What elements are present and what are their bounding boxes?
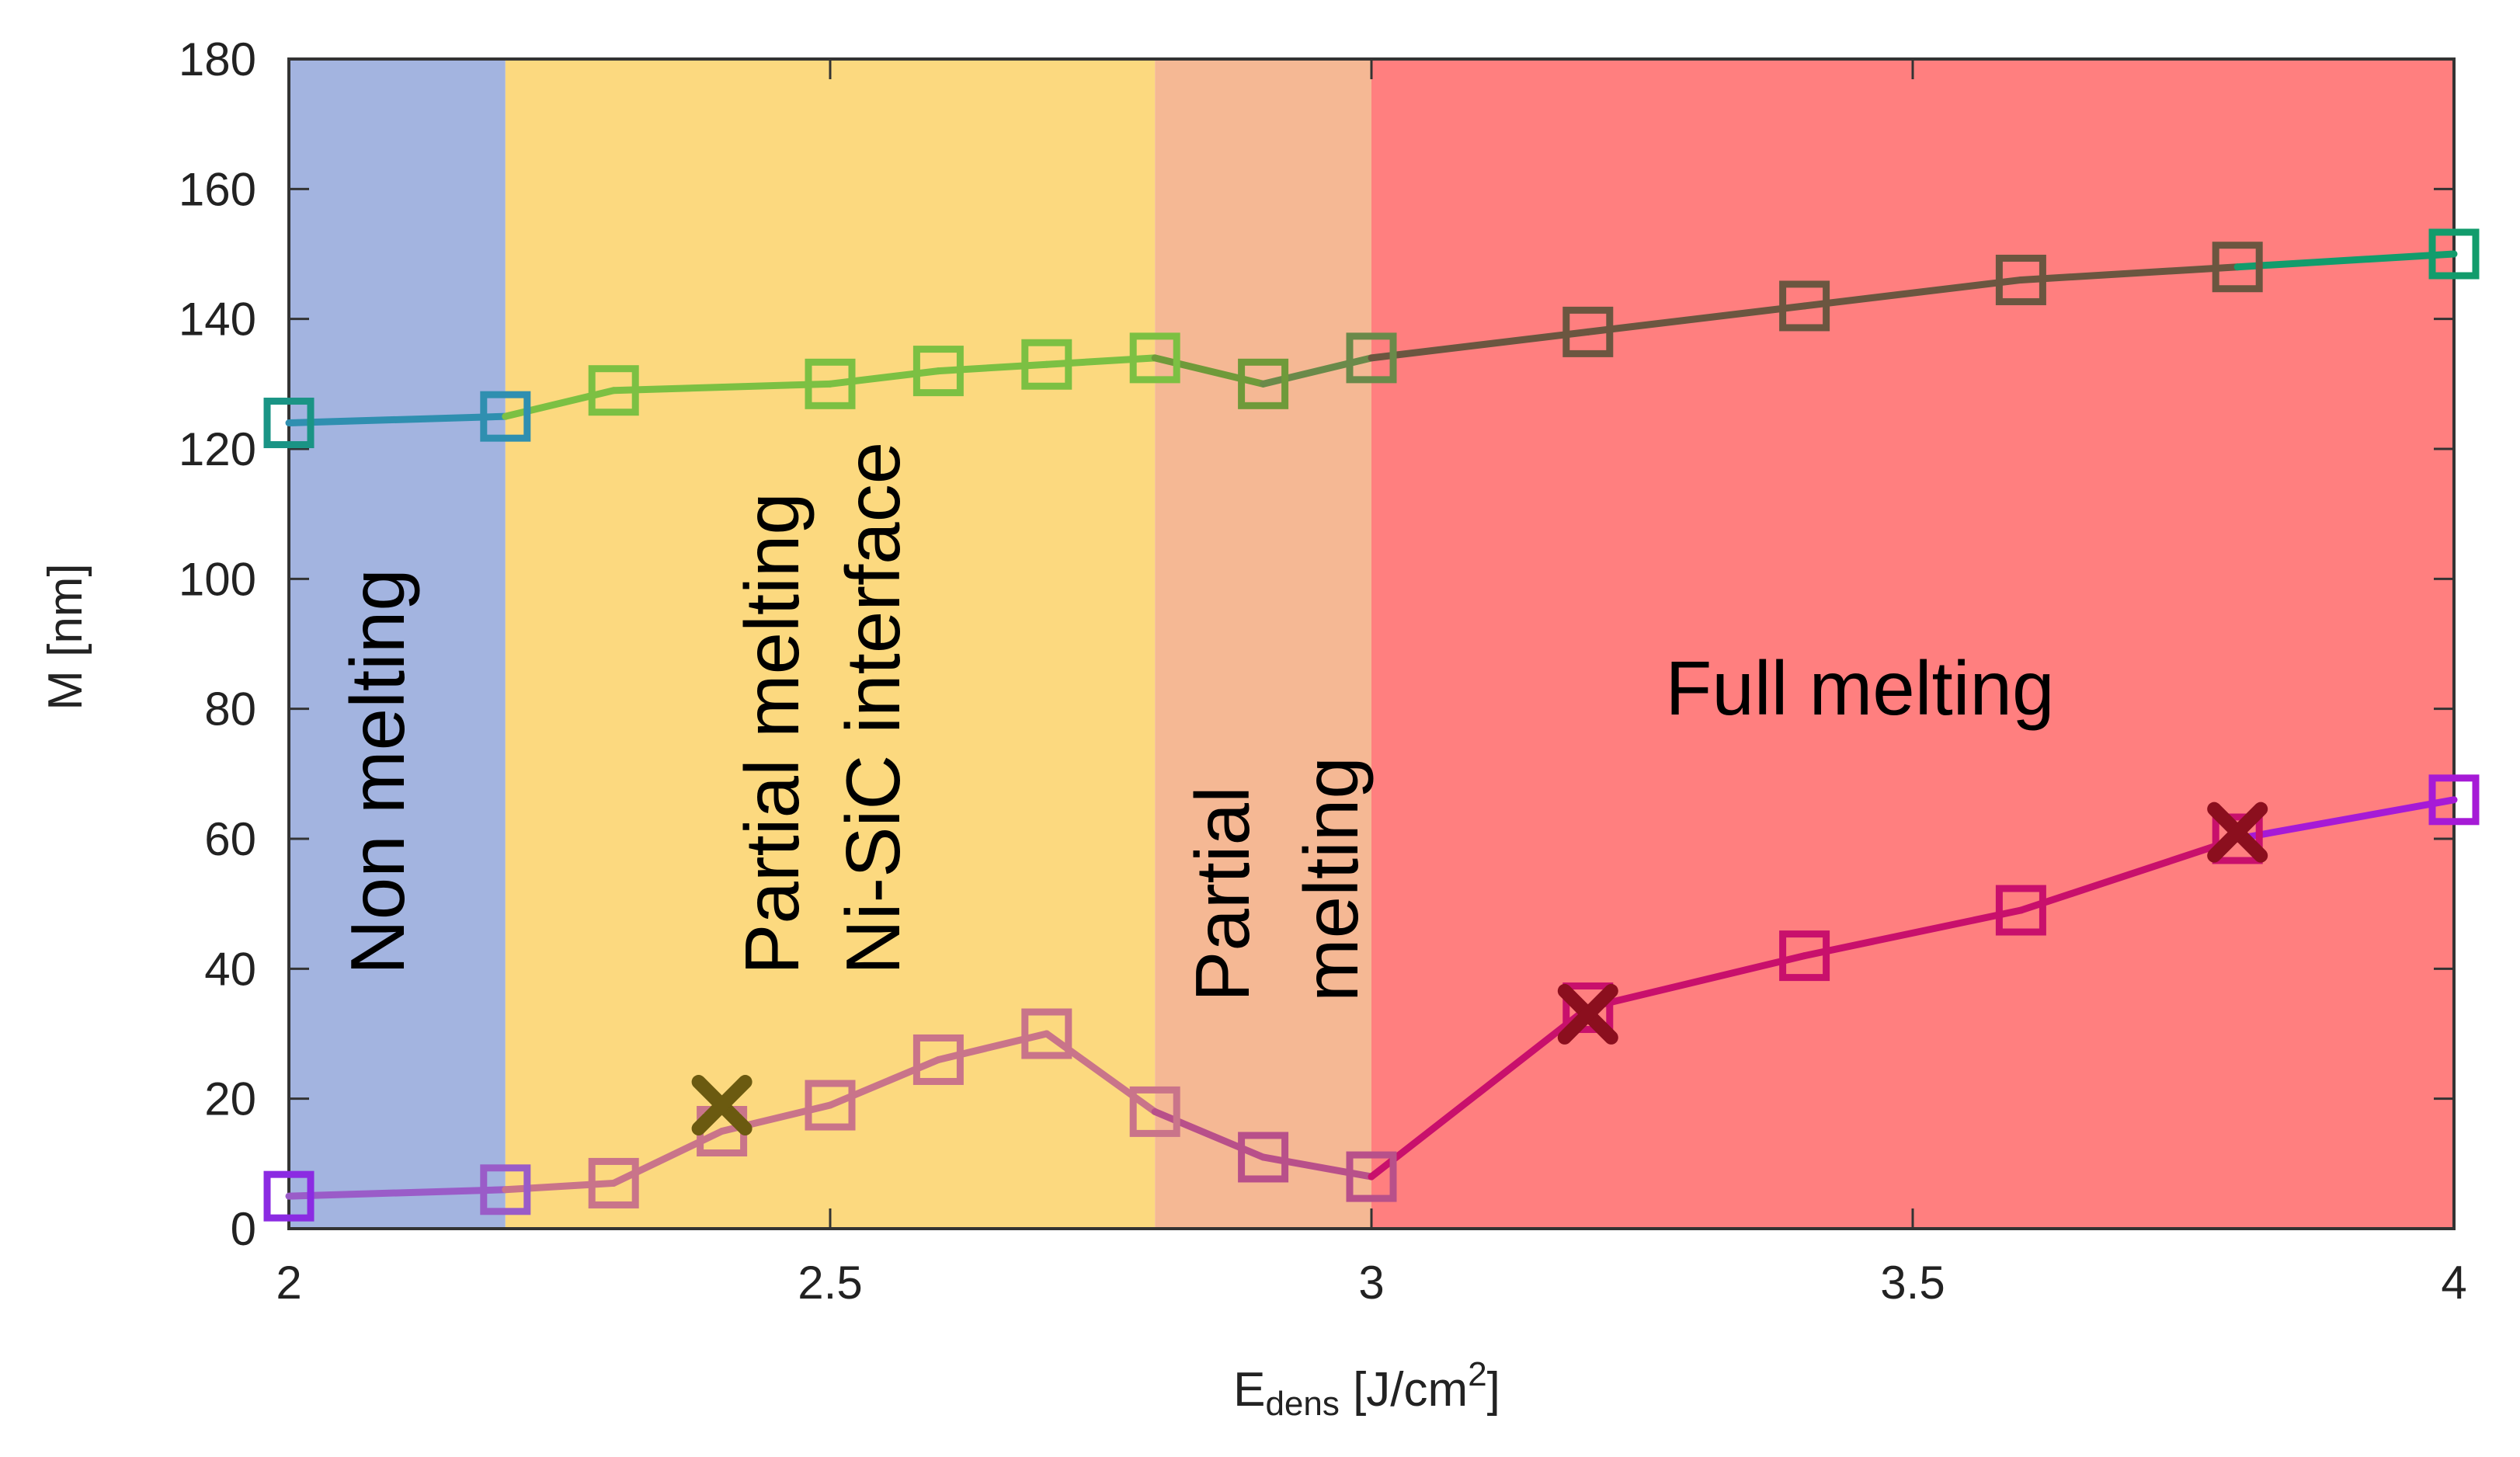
x-axis-title: Edens [J/cm2]: [1233, 1355, 1500, 1423]
series-lower-segment: [1043, 1030, 1159, 1115]
series-upper-segment: [1260, 354, 1375, 388]
region-labels: Non melting Partial melting Ni-SiC interfa…: [335, 442, 2055, 1002]
series-upper-segment: [1801, 276, 2025, 310]
cross-marker: [1557, 983, 1618, 1045]
series-upper-point: [2212, 242, 2263, 293]
y-tick-label: 140: [179, 294, 256, 346]
x-tick-label: 2: [276, 1257, 301, 1309]
series-lower-point: [263, 1170, 315, 1222]
series-lower-point: [1562, 982, 1614, 1034]
series-upper-point: [805, 358, 856, 409]
y-tick-label: 120: [179, 423, 256, 475]
x-tick-label: 2.5: [798, 1257, 862, 1309]
series-lower-point: [1995, 885, 2046, 936]
series-upper-point: [263, 398, 315, 449]
y-axis-title: M [nm]: [39, 563, 92, 710]
region-non-melting: [289, 59, 506, 1229]
x-tick-label: 3: [1358, 1257, 1384, 1309]
series-lower-segment: [2017, 835, 2241, 914]
series-upper-segment: [826, 367, 942, 388]
series-lower-point: [1238, 1132, 1289, 1183]
series-upper-point: [2428, 228, 2480, 280]
y-tick-label: 100: [179, 553, 256, 605]
axis-ticks: 0 20 40 60 80 100 120 140 160 180 2 2.5 3 3.5 4: [179, 33, 2467, 1309]
cross-marker: [2207, 802, 2268, 863]
series-lower-point: [2428, 774, 2480, 826]
series-markers: [263, 228, 2480, 1222]
series-upper-segment: [934, 360, 1051, 375]
series-lower-segment: [826, 1055, 942, 1109]
series-lower-point: [2212, 813, 2263, 864]
cross-marker: [691, 1075, 753, 1136]
region-label-partial-melting: Partial: [1180, 786, 1265, 1002]
y-tick-label: 160: [179, 163, 256, 215]
melting-regions: [289, 59, 2454, 1229]
region-label-partial-melting-interface: Ni-SiC interface: [830, 442, 916, 975]
series-lower-point: [588, 1157, 639, 1208]
series-upper-segment: [1151, 354, 1267, 388]
series-upper-segment: [2233, 250, 2458, 271]
series-upper-point: [1346, 332, 1397, 384]
series-lower-segment: [1584, 952, 1809, 1012]
series-upper-segment: [2017, 263, 2241, 283]
series-upper-point: [1238, 358, 1289, 409]
series-lower-point: [480, 1164, 531, 1215]
series-lower-segment: [285, 1186, 509, 1200]
region-partial-melting: [1155, 59, 1371, 1229]
series-upper-point: [480, 391, 531, 442]
region-label-full-melting: Full melting: [1665, 645, 2054, 731]
x-tick-label: 4: [2441, 1257, 2466, 1309]
y-tick-label: 40: [204, 943, 256, 995]
series-lower-segment: [610, 1128, 726, 1187]
series-upper-point: [912, 346, 964, 397]
series-lower-point: [1779, 930, 1830, 982]
series-lower-point: [1021, 1008, 1072, 1059]
y-tick-label: 0: [231, 1203, 256, 1255]
series-lower-segment: [1151, 1108, 1267, 1161]
series-upper-segment: [285, 412, 509, 427]
region-label-non-melting: Non melting: [335, 569, 420, 975]
series-lower-segment: [1368, 1004, 1592, 1181]
series-upper-segment: [1043, 354, 1159, 368]
series-upper-point: [1995, 254, 2046, 305]
y-tick-label: 60: [204, 813, 256, 865]
series-upper-segment: [610, 380, 834, 395]
series-upper-point: [1779, 280, 1830, 332]
x-tick-label: 3.5: [1880, 1257, 1945, 1309]
y-tick-label: 20: [204, 1073, 256, 1125]
series-lower-segment: [934, 1030, 1051, 1063]
series-lower-point: [805, 1080, 856, 1131]
series-upper-point: [1129, 332, 1180, 384]
series-lower-segment: [502, 1179, 617, 1194]
series-upper-segment: [1368, 328, 1592, 362]
series-upper-point: [1562, 306, 1614, 357]
series-lower-segment: [2233, 796, 2458, 843]
series-lower-segment: [1260, 1153, 1375, 1181]
series-lower-point: [1129, 1086, 1180, 1137]
series-upper-point: [588, 365, 639, 416]
cross-markers: [691, 802, 2268, 1136]
region-label-partial-melting: melting: [1288, 756, 1374, 1002]
series-lower-point: [912, 1034, 964, 1085]
series-upper-point: [1021, 339, 1072, 390]
series-lines: [285, 250, 2458, 1200]
series-upper-segment: [1584, 302, 1809, 336]
series-lower-segment: [1801, 906, 2025, 960]
region-label-partial-melting-interface: Partial melting: [729, 492, 815, 975]
y-tick-label: 180: [179, 33, 256, 85]
series-lower-point: [1346, 1151, 1397, 1202]
y-tick-label: 80: [204, 683, 256, 735]
series-upper-segment: [502, 387, 617, 420]
